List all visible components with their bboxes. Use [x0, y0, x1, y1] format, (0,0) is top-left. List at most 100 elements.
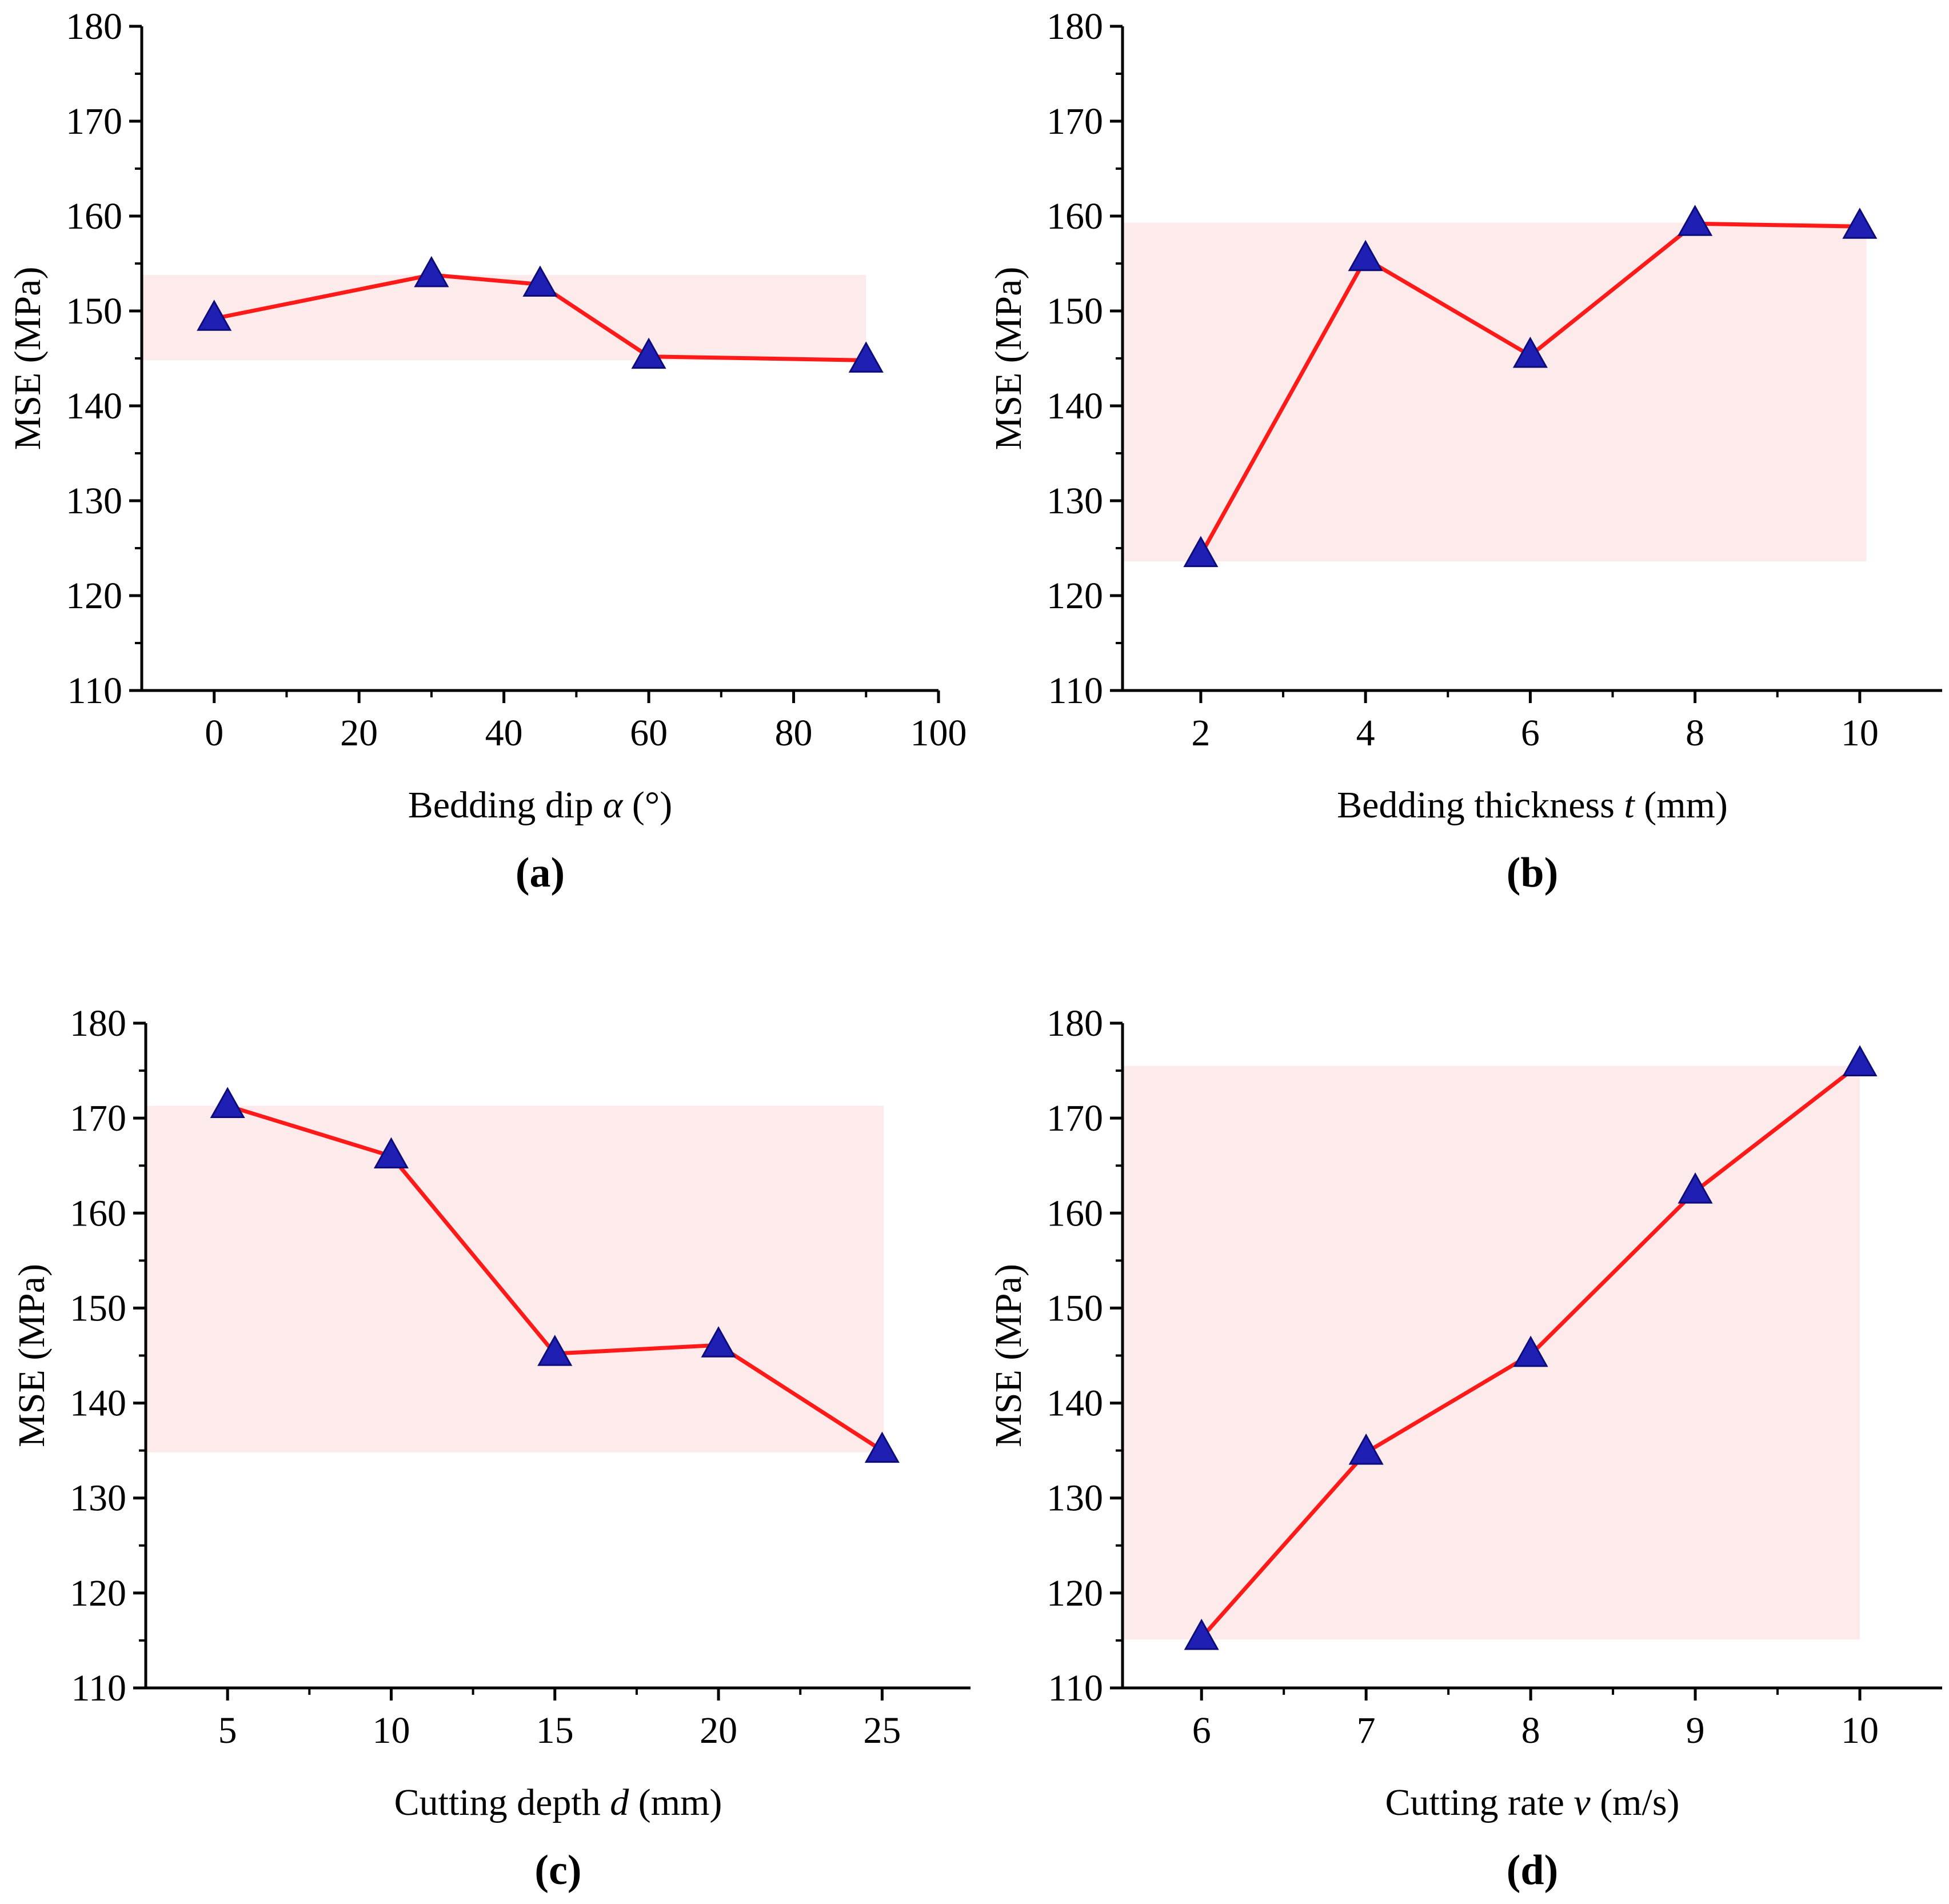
x-axis-label-part: d: [610, 1782, 629, 1823]
panel-label: (a): [516, 849, 565, 896]
x-tick-label: 0: [205, 712, 223, 754]
data-point-triangle: [1678, 205, 1713, 236]
y-axis-label: MSE (MPa): [988, 1264, 1029, 1447]
y-tick-label: 180: [66, 6, 122, 47]
data-point-triangle: [1513, 1335, 1548, 1367]
x-tick-label: 5: [218, 1710, 237, 1751]
y-tick-label: 120: [70, 1572, 126, 1614]
y-tick-label: 180: [1047, 6, 1103, 47]
x-tick-label: 8: [1686, 712, 1704, 754]
y-axis-label: MSE (MPa): [988, 267, 1029, 450]
y-tick-label: 130: [1047, 1478, 1103, 1519]
data-point-triangle: [1842, 207, 1878, 239]
data-point-triangle: [848, 341, 884, 373]
x-axis-label-part: Cutting depth: [394, 1782, 610, 1823]
y-tick-label: 120: [66, 575, 122, 617]
y-tick-label: 130: [70, 1478, 126, 1519]
data-point-triangle: [1678, 1172, 1713, 1204]
x-tick-label: 4: [1356, 712, 1375, 754]
y-tick-label: 140: [1047, 385, 1103, 427]
data-point-triangle: [197, 300, 232, 331]
x-axis-label-part: Bedding thickness: [1337, 784, 1624, 826]
y-tick-label: 110: [1048, 1667, 1103, 1709]
y-tick-label: 170: [1047, 101, 1103, 142]
y-tick-label: 150: [70, 1287, 126, 1329]
y-tick-label: 180: [1047, 1003, 1103, 1044]
y-tick-label: 150: [66, 290, 122, 332]
chart-panel-d: 110 120 130 140 150 160 170 180 6 7 8 9 10 Cutting ra…: [988, 1003, 1942, 1894]
x-axis-label: Cutting depth d (mm): [394, 1782, 722, 1823]
x-axis-label-part: (mm): [629, 1782, 722, 1823]
data-point-triangle: [701, 1326, 736, 1358]
y-tick-label: 170: [1047, 1097, 1103, 1139]
y-tick-label: 160: [66, 195, 122, 237]
y-tick-label: 170: [66, 101, 122, 142]
data-point-triangle: [210, 1087, 245, 1119]
x-tick-label: 10: [1841, 712, 1879, 754]
data-point-triangle: [414, 256, 449, 288]
x-tick-label: 6: [1521, 712, 1540, 754]
y-tick-label: 130: [66, 480, 122, 522]
y-tick-label: 140: [66, 385, 122, 427]
y-axis-label: MSE (MPa): [7, 267, 49, 450]
data-point-triangle: [1184, 1618, 1219, 1650]
panel-label: (c): [534, 1847, 581, 1894]
y-tick-label: 110: [71, 1667, 126, 1709]
y-tick-label: 110: [1048, 670, 1103, 712]
x-tick-label: 7: [1357, 1710, 1376, 1751]
x-tick-label: 20: [340, 712, 378, 754]
x-axis-label-part: (°): [622, 784, 672, 826]
data-point-triangle: [537, 1335, 573, 1366]
x-axis-label-part: α: [603, 784, 624, 826]
y-tick-label: 160: [1047, 1192, 1103, 1234]
data-point-triangle: [1348, 1433, 1384, 1465]
x-tick-label: 80: [775, 712, 813, 754]
chart-panel-b: 110 120 130 140 150 160 170 180 2 4 6 8 10 Bedding th…: [988, 6, 1942, 896]
data-point-triangle: [1512, 336, 1548, 368]
y-tick-label: 140: [70, 1383, 126, 1424]
x-axis-label: Cutting rate v (m/s): [1385, 1782, 1679, 1823]
y-tick-label: 170: [70, 1097, 126, 1139]
x-tick-label: 8: [1521, 1710, 1540, 1751]
x-tick-label: 9: [1686, 1710, 1705, 1751]
range-band: [146, 1105, 884, 1452]
x-axis-label: Bedding thickness t (mm): [1337, 784, 1728, 826]
data-point-triangle: [522, 265, 558, 297]
y-tick-label: 160: [1047, 195, 1103, 237]
y-tick-label: 180: [70, 1003, 126, 1044]
x-tick-label: 2: [1191, 712, 1210, 754]
x-axis-label-part: v: [1573, 1782, 1591, 1823]
x-tick-label: 10: [372, 1710, 410, 1751]
data-point-triangle: [1183, 536, 1219, 568]
x-tick-label: 6: [1192, 1710, 1211, 1751]
x-axis-label-part: Bedding dip: [408, 784, 603, 826]
x-tick-label: 40: [485, 712, 523, 754]
x-axis-label-part: (mm): [1635, 784, 1728, 826]
x-axis-label: Bedding dip α (°): [408, 784, 673, 826]
x-tick-label: 100: [910, 712, 967, 754]
panel-label: (d): [1507, 1847, 1558, 1894]
y-tick-label: 150: [1047, 1287, 1103, 1329]
y-tick-label: 150: [1047, 290, 1103, 332]
x-tick-label: 60: [630, 712, 668, 754]
panel-label: (b): [1507, 849, 1558, 896]
range-band: [142, 274, 866, 361]
y-axis-label: MSE (MPa): [11, 1264, 53, 1447]
x-tick-label: 25: [863, 1710, 901, 1751]
y-tick-label: 110: [67, 670, 122, 712]
data-point-triangle: [1842, 1045, 1878, 1076]
y-tick-label: 120: [1047, 575, 1103, 617]
x-axis-label-part: t: [1624, 784, 1635, 826]
y-tick-label: 120: [1047, 1572, 1103, 1614]
x-tick-label: 20: [700, 1710, 737, 1751]
y-tick-label: 160: [70, 1192, 126, 1234]
range-band: [1123, 222, 1867, 562]
data-point-triangle: [631, 337, 666, 369]
data-point-triangle: [864, 1431, 900, 1463]
y-tick-label: 140: [1047, 1383, 1103, 1424]
x-axis-label-part: (m/s): [1591, 1782, 1680, 1823]
chart-panel-a: 110 120 130 140 150 160 170 180 0 20 40 60 80 100 Bedd…: [7, 6, 967, 896]
x-tick-label: 10: [1841, 1710, 1879, 1751]
y-tick-label: 130: [1047, 480, 1103, 522]
